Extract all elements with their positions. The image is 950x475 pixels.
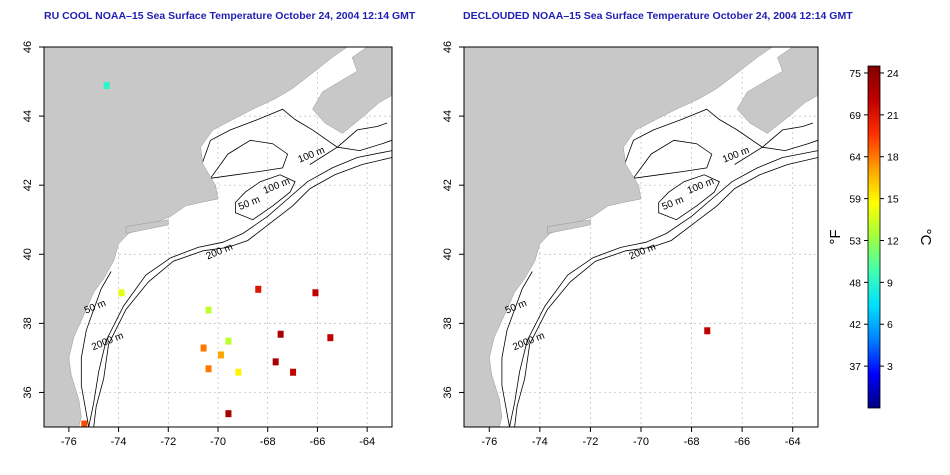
longitude-tick-label: -76 [61,436,77,448]
longitude-tick-label: -70 [633,436,649,448]
sst-pixel [205,306,212,314]
bathymetry-contour [622,108,814,169]
sst-pixel [225,337,232,345]
latitude-tick-label: 44 [22,110,34,122]
sst-pixel [272,358,279,366]
bank-contour [235,174,296,221]
sst-pixel [312,289,319,297]
landmass [312,47,392,134]
colorbar-gradient [867,65,881,409]
bank-contour [658,174,720,221]
sst-pixel [290,368,297,376]
celsius-tick-label: 18 [887,152,899,164]
sst-pixel [103,82,110,89]
latitude-tick-label: 40 [22,248,34,260]
latitude-tick-label: 38 [442,317,454,329]
longitude-tick-label: -64 [359,436,375,448]
bathymetry-contour [88,150,392,427]
fahrenheit-tick-label: 53 [849,235,861,247]
longitude-tick-label: -68 [684,436,700,448]
fahrenheit-tick-label: 42 [849,319,861,331]
sst-pixel [81,420,88,427]
sst-pixel [217,351,224,359]
sst-pixel [205,365,212,373]
longitude-tick-label: -72 [582,436,598,448]
bathymetry-contour [514,157,818,427]
bathymetry-contour [93,157,392,427]
longitude-tick-label: -72 [160,436,176,448]
fahrenheit-tick-label: 69 [849,110,861,122]
bank-contour [209,139,289,179]
sst-pixel [225,410,232,418]
longitude-tick-label: -68 [260,436,276,448]
landmass [44,47,348,427]
sst-pixel [277,330,284,338]
landmass [736,47,818,134]
fahrenheit-tick-label: 75 [849,68,861,80]
latitude-tick-label: 36 [442,386,454,398]
latitude-tick-label: 46 [442,41,454,53]
celsius-tick-label: 9 [887,277,893,289]
landmass [125,219,169,234]
bathymetry-contour [309,139,392,165]
temperature-colorbar: 75 24 69 21 64 18 59 15 53 12 48 9 42 6 37 3 °F °C [827,65,934,409]
celsius-tick-label: 24 [887,68,899,80]
longitude-tick-label: -66 [309,436,325,448]
fahrenheit-axis-label: °F [827,229,844,244]
sst-pixel [200,344,207,352]
fahrenheit-tick-label: 48 [849,277,861,289]
sst-pixel [118,289,125,297]
sst-pixel [255,285,262,293]
celsius-tick-label: 3 [887,361,893,373]
right-panel-title: DECLOUDED NOAA–15 Sea Surface Temperatur… [463,10,853,22]
latitude-tick-label: 42 [22,179,34,191]
latitude-tick-label: 44 [442,110,454,122]
celsius-tick-label: 21 [887,110,899,122]
fahrenheit-tick-label: 59 [849,194,861,206]
longitude-tick-label: -66 [734,436,750,448]
latitude-tick-label: 42 [442,179,454,191]
latitude-tick-label: 40 [442,248,454,260]
longitude-tick-label: -74 [532,436,548,448]
longitude-tick-label: -76 [481,436,497,448]
sst-pixel [235,368,242,376]
left-panel-title: RU COOL NOAA–15 Sea Surface Temperature … [44,10,416,22]
fahrenheit-tick-label: 64 [849,152,861,164]
celsius-tick-label: 12 [887,235,899,247]
latitude-tick-label: 38 [22,317,34,329]
latitude-tick-label: 46 [22,41,34,53]
sst-pixel [704,327,711,335]
bathymetry-contour [734,139,818,165]
celsius-axis-label: °C [917,229,934,246]
bathymetry-contour [80,271,112,427]
sst-pixel [327,334,334,342]
longitude-tick-label: -70 [210,436,226,448]
longitude-tick-label: -64 [785,436,801,448]
bathymetry-contour [501,271,533,427]
fahrenheit-tick-label: 37 [849,361,861,373]
bathymetry-contour [509,150,818,427]
longitude-tick-label: -74 [111,436,127,448]
celsius-tick-label: 6 [887,319,893,331]
bathymetry-contour [200,108,388,169]
landmass [547,219,591,234]
celsius-tick-label: 15 [887,194,899,206]
landmass [464,47,773,427]
latitude-tick-label: 36 [22,386,34,398]
bank-contour [632,139,713,179]
